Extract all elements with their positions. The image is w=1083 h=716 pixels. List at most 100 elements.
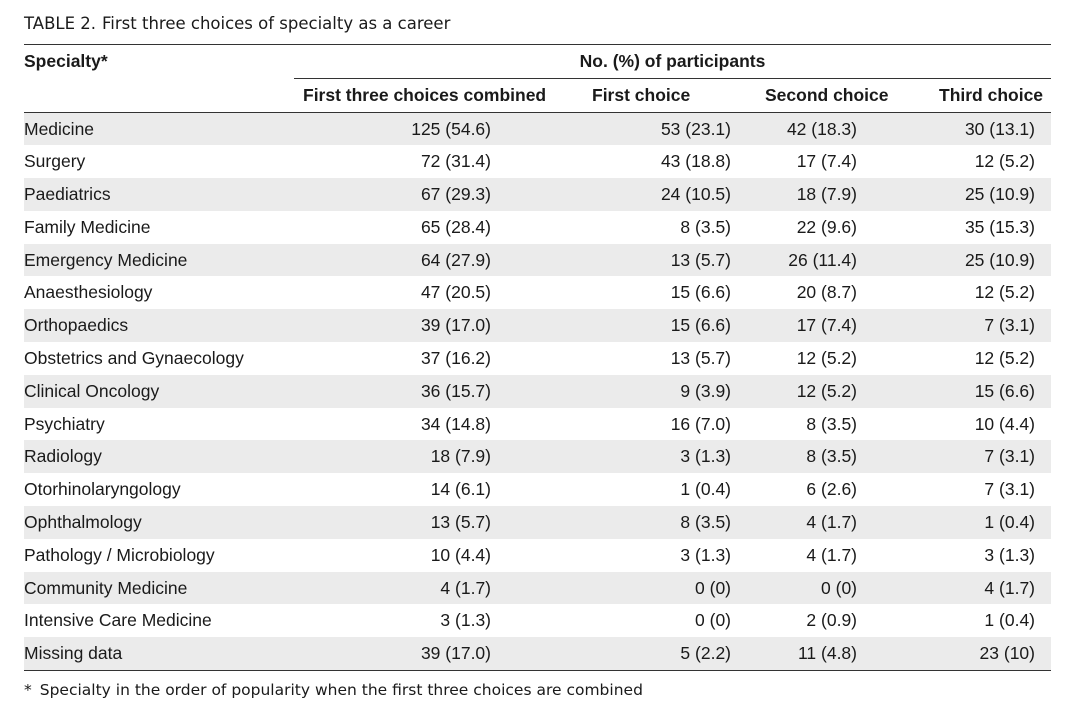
cell-specialty: Ophthalmology: [24, 511, 142, 532]
participants-group-header: No. (%) of participants: [294, 44, 1051, 79]
table-title: First three choices of specialty as a ca…: [102, 14, 451, 33]
cell-third-choice: 23 (10): [979, 642, 1035, 663]
cell-second-choice: 4 (1.7): [806, 511, 857, 532]
cell-specialty: Radiology: [24, 446, 102, 467]
cell-specialty: Pathology / Microbiology: [24, 544, 215, 565]
table-row: Anaesthesiology 47 (20.5) 15 (6.6) 20 (8.7)…: [24, 276, 1051, 309]
cell-specialty: Intensive Care Medicine: [24, 610, 212, 631]
table-caption: TABLE 2. First three choices of specialty…: [24, 14, 450, 33]
column-header-combined: First three choices combined: [294, 78, 588, 113]
cell-first-choice: 24 (10.5): [660, 183, 731, 204]
cell-first-choice: 53 (23.1): [660, 118, 731, 139]
table-row: Radiology 18 (7.9) 3 (1.3) 8 (3.5) 7 (3.1): [24, 440, 1051, 474]
table-number: TABLE 2.: [24, 14, 97, 33]
cell-second-choice: 2 (0.9): [806, 610, 857, 631]
cell-first-choice: 15 (6.6): [670, 315, 731, 336]
footnote-text: Specialty in the order of popularity whe…: [39, 681, 643, 699]
cell-first-choice: 43 (18.8): [660, 151, 731, 172]
cell-second-choice: 4 (1.7): [806, 544, 857, 565]
cell-specialty: Paediatrics: [24, 183, 111, 204]
column-header-second-choice: Second choice: [738, 78, 912, 113]
table-row: Otorhinolaryngology 14 (6.1) 1 (0.4) 6 (2.6…: [24, 473, 1051, 506]
cell-second-choice: 12 (5.2): [796, 347, 857, 368]
table-row: Intensive Care Medicine 3 (1.3) 0 (0) 2 (0.…: [24, 604, 1051, 637]
table-row: Obstetrics and Gynaecology 37 (16.2) 13 (5…: [24, 342, 1051, 375]
table-row: Paediatrics 67 (29.3) 24 (10.5) 18 (7.9) 25 …: [24, 178, 1051, 211]
cell-second-choice: 17 (7.4): [796, 315, 857, 336]
cell-specialty: Orthopaedics: [24, 315, 129, 336]
table-row: Medicine 125 (54.6) 53 (23.1) 42 (18.3) 30 (…: [24, 112, 1051, 146]
cell-second-choice: 11 (4.8): [797, 642, 857, 663]
cell-first-choice: 13 (5.7): [670, 249, 731, 270]
cell-combined: 34 (14.8): [420, 413, 491, 434]
footnote-marker: *: [24, 681, 32, 699]
cell-first-choice: 15 (6.6): [670, 282, 731, 303]
cell-third-choice: 15 (6.6): [974, 380, 1035, 401]
cell-specialty: Otorhinolaryngology: [24, 479, 181, 500]
specialty-column-header: Specialty*: [24, 44, 294, 79]
cell-specialty: Emergency Medicine: [24, 249, 188, 270]
cell-second-choice: 17 (7.4): [796, 151, 857, 172]
cell-second-choice: 20 (8.7): [796, 282, 857, 303]
cell-second-choice: 8 (3.5): [806, 413, 857, 434]
cell-second-choice: 8 (3.5): [806, 446, 857, 467]
cell-second-choice: 18 (7.9): [796, 183, 857, 204]
cell-combined: 14 (6.1): [430, 479, 491, 500]
cell-specialty: Anaesthesiology: [24, 282, 153, 303]
cell-third-choice: 7 (3.1): [984, 315, 1035, 336]
cell-combined: 10 (4.4): [430, 544, 491, 565]
cell-specialty: Surgery: [24, 151, 86, 172]
cell-combined: 37 (16.2): [420, 347, 491, 368]
cell-combined: 47 (20.5): [420, 282, 491, 303]
table-body: Medicine 125 (54.6) 53 (23.1) 42 (18.3) 30 (…: [24, 112, 1051, 671]
cell-third-choice: 30 (13.1): [964, 118, 1035, 139]
cell-third-choice: 12 (5.2): [974, 282, 1035, 303]
cell-third-choice: 7 (3.1): [984, 446, 1035, 467]
cell-third-choice: 4 (1.7): [984, 577, 1035, 598]
cell-specialty: Psychiatry: [24, 413, 105, 434]
cell-second-choice: 42 (18.3): [786, 118, 857, 139]
cell-combined: 39 (17.0): [420, 315, 491, 336]
specialty-header-spacer: [24, 79, 294, 113]
table-row: Emergency Medicine 64 (27.9) 13 (5.7) 26 (1…: [24, 243, 1051, 277]
cell-specialty: Obstetrics and Gynaecology: [24, 347, 244, 368]
cell-combined: 36 (15.7): [420, 380, 491, 401]
cell-first-choice: 3 (1.3): [680, 446, 731, 467]
table-row: Family Medicine 65 (28.4) 8 (3.5) 22 (9.6) 3…: [24, 211, 1051, 244]
cell-third-choice: 3 (1.3): [984, 544, 1035, 565]
cell-third-choice: 35 (15.3): [964, 216, 1035, 237]
cell-combined: 13 (5.7): [430, 511, 491, 532]
cell-specialty: Community Medicine: [24, 577, 188, 598]
cell-first-choice: 13 (5.7): [670, 347, 731, 368]
cell-first-choice: 9 (3.9): [680, 380, 731, 401]
cell-combined: 39 (17.0): [420, 642, 491, 663]
table-row: Community Medicine 4 (1.7) 0 (0) 0 (0) 4 (1.…: [24, 571, 1051, 605]
column-header-first-choice: First choice: [588, 78, 738, 113]
cell-third-choice: 25 (10.9): [964, 183, 1035, 204]
cell-specialty: Missing data: [24, 642, 123, 663]
cell-combined: 4 (1.7): [440, 577, 491, 598]
specialty-table: Specialty* No. (%) of participants First…: [24, 44, 1051, 671]
table-row: Ophthalmology 13 (5.7) 8 (3.5) 4 (1.7) 1 (0.…: [24, 506, 1051, 539]
cell-combined: 3 (1.3): [440, 610, 491, 631]
cell-second-choice: 26 (11.4): [788, 249, 857, 270]
cell-third-choice: 10 (4.4): [974, 413, 1035, 434]
cell-third-choice: 1 (0.4): [984, 610, 1035, 631]
cell-combined: 125 (54.6): [411, 118, 491, 139]
cell-first-choice: 0 (0): [695, 610, 731, 631]
column-header-third-choice: Third choice: [912, 78, 1051, 113]
cell-combined: 72 (31.4): [420, 151, 491, 172]
cell-specialty: Family Medicine: [24, 216, 151, 237]
cell-third-choice: 12 (5.2): [974, 151, 1035, 172]
cell-specialty: Clinical Oncology: [24, 380, 160, 401]
cell-first-choice: 1 (0.4): [680, 479, 731, 500]
table-row: Surgery 72 (31.4) 43 (18.8) 17 (7.4) 12 (5.2…: [24, 145, 1051, 178]
cell-third-choice: 25 (10.9): [964, 249, 1035, 270]
cell-third-choice: 7 (3.1): [984, 479, 1035, 500]
table-footnote: * Specialty in the order of popularity wh…: [24, 681, 643, 699]
cell-second-choice: 6 (2.6): [806, 479, 857, 500]
cell-second-choice: 22 (9.6): [796, 216, 857, 237]
cell-first-choice: 16 (7.0): [670, 413, 731, 434]
cell-combined: 18 (7.9): [430, 446, 491, 467]
cell-first-choice: 3 (1.3): [680, 544, 731, 565]
